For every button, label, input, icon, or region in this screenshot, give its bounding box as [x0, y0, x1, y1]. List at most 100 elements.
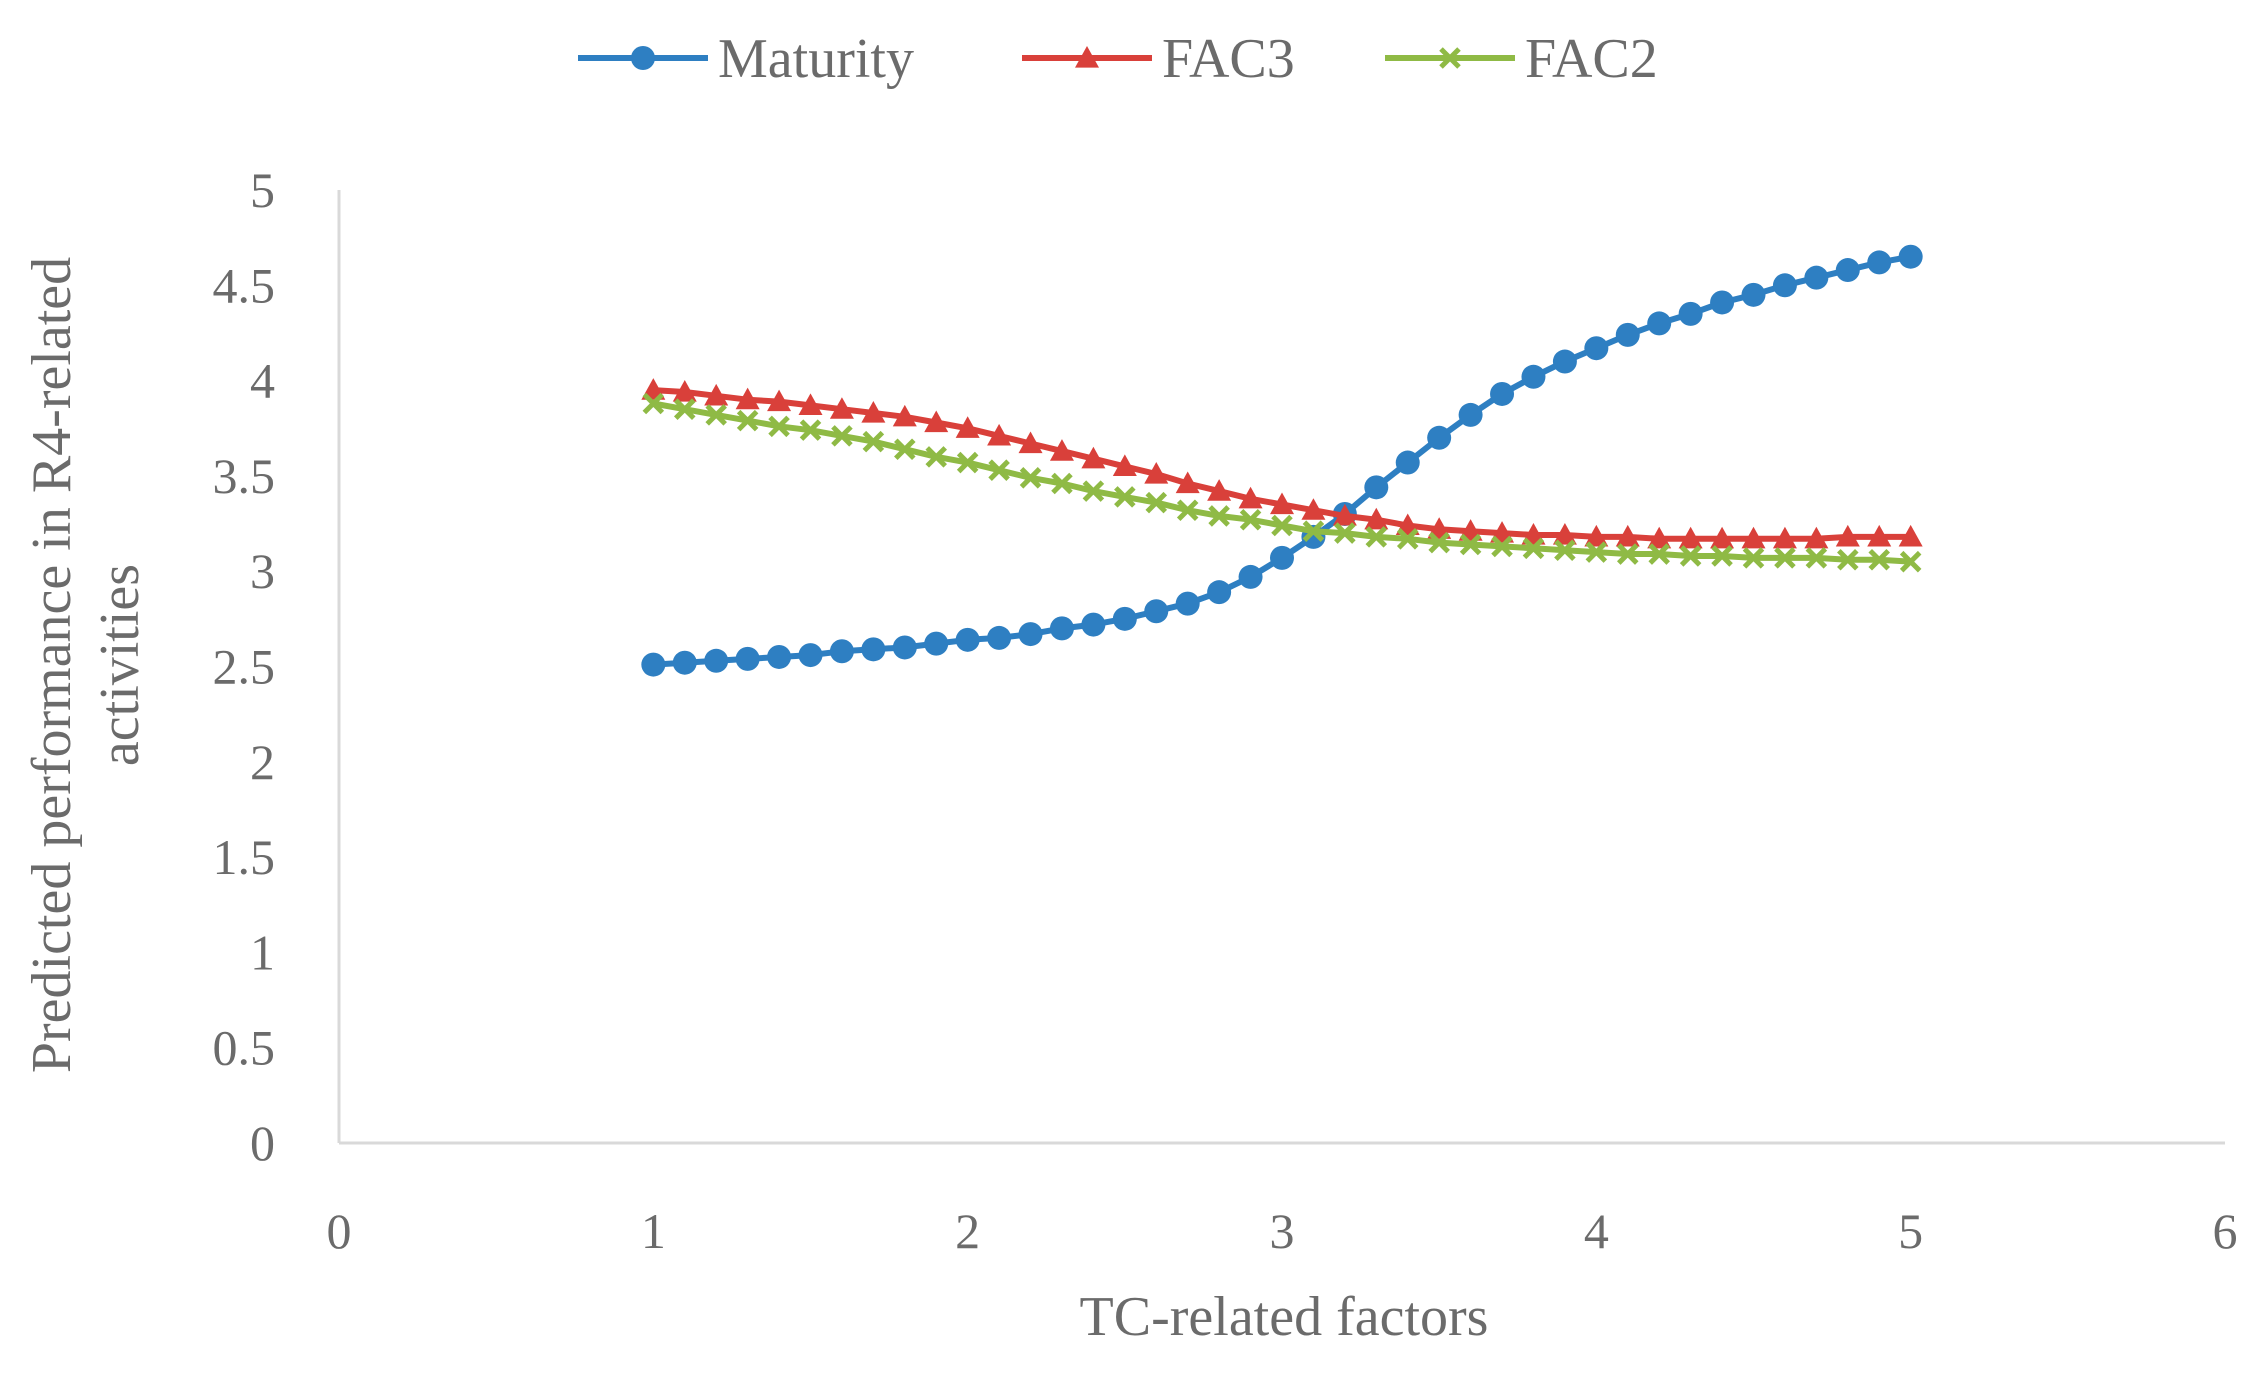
data-point-maturity: [1647, 311, 1672, 336]
x-axis-title: TC-related factors: [1080, 1286, 1489, 1348]
data-point-maturity: [641, 652, 666, 677]
data-point-maturity: [924, 631, 949, 656]
data-point-fac2: [894, 438, 916, 460]
data-point-fac2: [1805, 547, 1828, 569]
data-point-fac3: [1144, 461, 1169, 484]
data-point-fac3: [1615, 524, 1640, 547]
data-point-fac3: [1835, 524, 1860, 547]
legend-marker-fac2: [1439, 47, 1461, 69]
data-point-fac3: [1301, 498, 1326, 520]
data-point-fac2: [1302, 520, 1325, 542]
data-point-maturity: [1867, 250, 1892, 275]
data-point-fac2: [642, 392, 665, 415]
x-tick-label: 4: [1584, 1203, 1609, 1259]
data-point-fac2: [1491, 535, 1513, 558]
data-point-maturity: [1395, 450, 1420, 475]
data-point-fac3: [1238, 486, 1263, 509]
data-point-maturity: [704, 648, 729, 673]
y-tick-label: 3.5: [213, 448, 276, 504]
data-point-fac2: [1396, 528, 1419, 550]
data-point-maturity: [1615, 322, 1640, 347]
data-point-fac2: [925, 446, 948, 468]
legend-item-fac2: FAC2: [1385, 28, 1658, 90]
data-point-maturity: [1207, 580, 1232, 605]
data-point-maturity: [1552, 349, 1577, 374]
data-point-maturity: [1584, 336, 1609, 361]
data-point-maturity: [1112, 606, 1137, 631]
x-tick-label: 6: [2213, 1203, 2238, 1259]
data-point-fac3: [1049, 439, 1074, 461]
data-point-maturity: [861, 637, 886, 662]
x-tick-label: 0: [327, 1203, 352, 1259]
x-tick-label: 5: [1898, 1203, 1923, 1259]
data-point-fac2: [1774, 547, 1796, 569]
data-point-fac2: [956, 451, 979, 474]
data-point-maturity: [1175, 591, 1200, 616]
data-point-maturity: [798, 643, 823, 668]
data-point-maturity: [1741, 282, 1766, 307]
legend: Maturity FAC3 FAC2: [578, 28, 1658, 90]
data-point-fac2: [1899, 550, 1922, 573]
y-tick-labels: 0 0.5 1 1.5 2 2.5 3 3.5 4 4.5 5: [213, 162, 276, 1171]
data-point-fac2: [1679, 545, 1702, 567]
data-point-fac2: [1585, 541, 1608, 563]
data-point-maturity: [1804, 265, 1829, 290]
y-tick-label: 4.5: [213, 257, 276, 313]
y-axis-title: Predicted performance in R4-related acti…: [21, 257, 151, 1073]
data-point-fac3: [798, 393, 823, 415]
data-point-fac2: [1868, 548, 1890, 571]
data-point-maturity: [1270, 545, 1294, 570]
y-tick-label: 3: [250, 543, 275, 599]
data-point-fac3: [1018, 431, 1043, 454]
data-point-fac2: [1742, 547, 1765, 569]
data-point-fac2: [1428, 531, 1450, 554]
data-point-fac3: [1678, 526, 1703, 549]
data-point-fac3: [1081, 446, 1106, 469]
data-point-fac3: [1647, 526, 1672, 549]
data-point-fac2: [1208, 505, 1230, 527]
data-point-maturity: [1490, 381, 1515, 406]
data-point-fac3: [829, 397, 854, 419]
data-point-fac2: [1522, 537, 1545, 560]
data-point-maturity: [829, 639, 854, 664]
data-point-maturity: [735, 646, 760, 671]
data-point-maturity: [1018, 622, 1043, 647]
data-point-fac2: [988, 459, 1010, 481]
data-point-fac2: [1837, 548, 1859, 571]
data-point-maturity: [1772, 273, 1797, 298]
x-tick-label: 3: [1270, 1203, 1295, 1259]
data-point-maturity: [1144, 599, 1169, 624]
data-point-fac3: [987, 423, 1012, 446]
data-point-fac3: [1112, 454, 1137, 476]
data-point-fac2: [862, 430, 885, 453]
data-point-maturity: [1710, 290, 1735, 315]
data-point-fac2: [1145, 491, 1168, 514]
data-point-maturity: [1238, 564, 1263, 589]
y-tick-label: 1: [250, 924, 275, 980]
legend-item-maturity: Maturity: [578, 28, 914, 90]
y-tick-label: 2: [250, 734, 275, 790]
data-point-fac3: [1364, 507, 1389, 530]
data-point-fac3: [1741, 526, 1766, 549]
data-point-fac3: [955, 416, 980, 438]
data-point-maturity: [987, 625, 1012, 650]
data-point-fac2: [1648, 543, 1670, 565]
data-point-fac2: [1239, 508, 1262, 531]
data-point-fac2: [673, 398, 696, 420]
y-tick-label: 5: [250, 162, 275, 218]
data-point-fac2: [1617, 543, 1639, 565]
data-point-fac3: [767, 389, 792, 412]
data-point-fac3: [1867, 524, 1892, 547]
legend-label-fac2: FAC2: [1525, 28, 1658, 90]
data-point-fac3: [1270, 492, 1294, 515]
series-layer: [641, 244, 1923, 677]
data-point-fac2: [1176, 499, 1199, 521]
data-point-fac2: [1365, 526, 1388, 548]
data-point-fac2: [1459, 533, 1482, 556]
data-point-maturity: [1521, 364, 1546, 389]
data-point-fac2: [1554, 539, 1576, 562]
y-axis-title-line-2: activities: [89, 564, 151, 766]
y-tick-label: 4: [250, 353, 275, 409]
data-point-maturity: [1835, 258, 1860, 283]
